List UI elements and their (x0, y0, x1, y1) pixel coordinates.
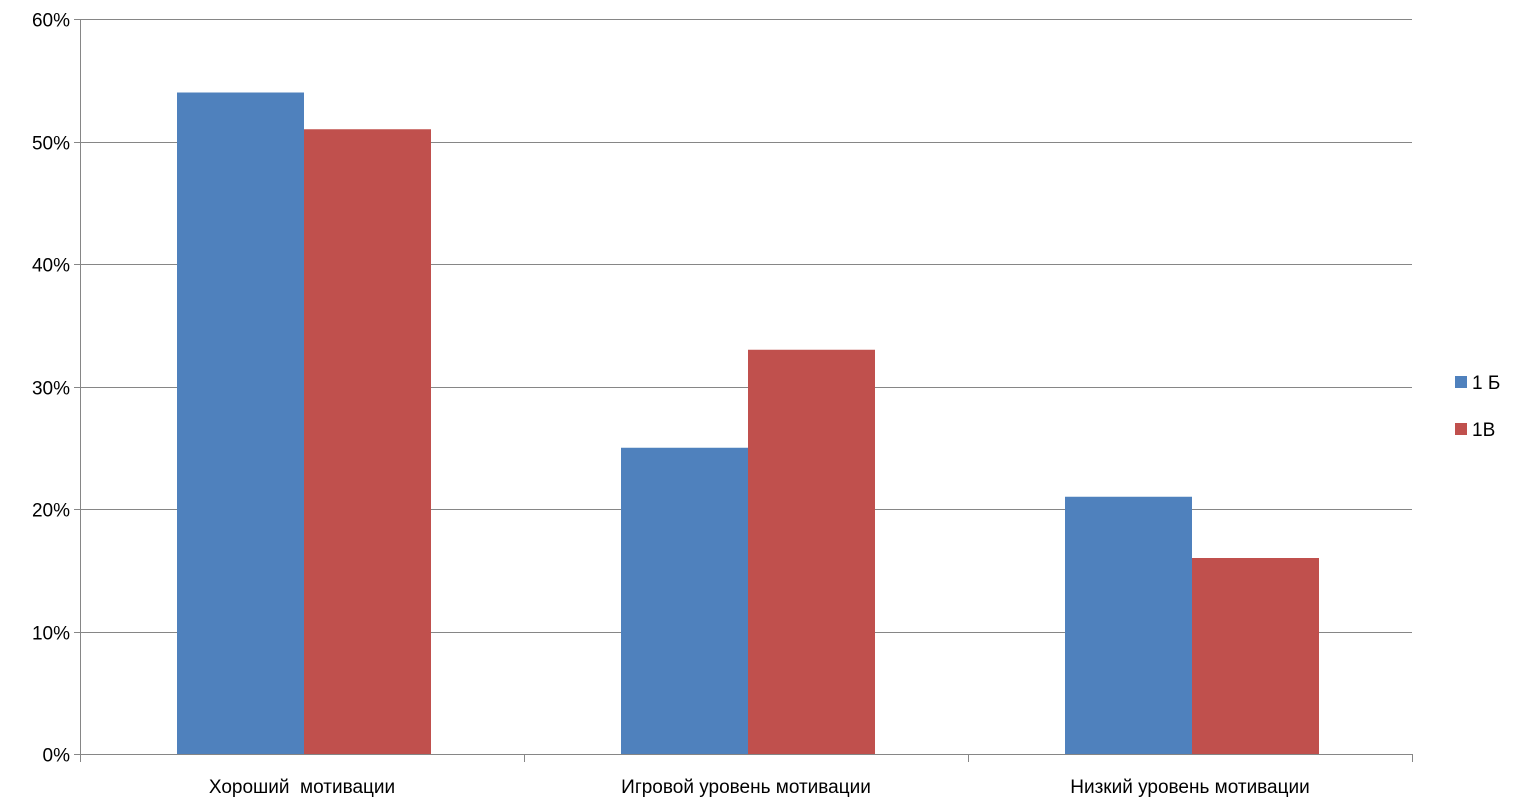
bar-series-2 (304, 129, 431, 754)
bar-series-1 (1065, 496, 1192, 754)
x-tick-label: Хороший мотивации (209, 777, 395, 798)
x-tick-label: Игровой уровень мотивации (621, 777, 871, 798)
bar-series-1 (621, 447, 748, 754)
bar-series-2 (748, 349, 875, 754)
legend-label: 1В (1472, 420, 1495, 441)
bars (177, 92, 1319, 754)
y-tick-label: 30% (32, 379, 70, 400)
legend-swatch (1455, 376, 1467, 388)
y-tick-label: 0% (43, 746, 71, 767)
y-tick-label: 20% (32, 501, 70, 522)
y-tick-labels: 0% 10% 20% 30% 40% 50% 60% (32, 11, 70, 767)
y-tick-label: 60% (32, 11, 70, 32)
axes (74, 19, 1413, 762)
legend-swatch (1455, 423, 1467, 435)
bar-series-1 (177, 92, 304, 754)
legend-label: 1 Б (1472, 373, 1500, 394)
x-tick-label: Низкий уровень мотивации (1070, 777, 1310, 798)
y-tick-label: 10% (32, 624, 70, 645)
legend: 1 Б 1В (1455, 373, 1500, 441)
x-tick-labels: Хороший мотивации Игровой уровень мотивац… (209, 777, 1310, 798)
y-tick-label: 50% (32, 134, 70, 155)
y-tick-label: 40% (32, 256, 70, 277)
bar-series-2 (1192, 558, 1319, 754)
